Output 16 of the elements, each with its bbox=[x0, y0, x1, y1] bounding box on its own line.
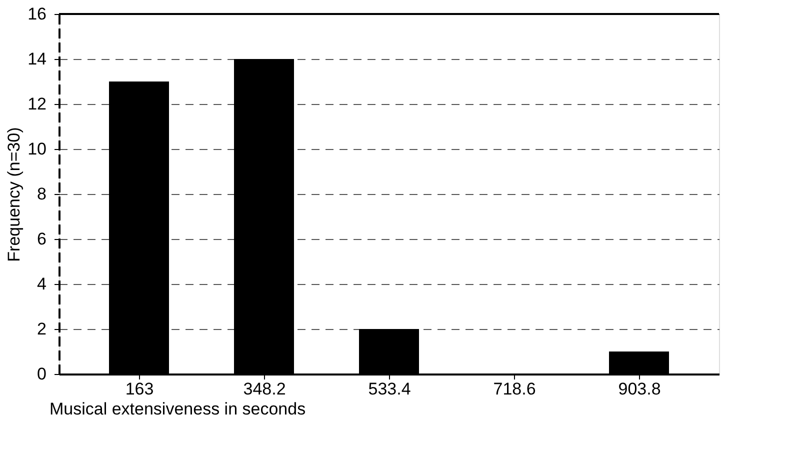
y-tick-label: 6 bbox=[37, 230, 46, 248]
x-axis-title: Musical extensiveness in seconds bbox=[50, 400, 306, 418]
y-tick-label: 2 bbox=[37, 320, 46, 338]
x-tick-label: 903.8 bbox=[618, 380, 661, 398]
x-tick-label: 533.4 bbox=[368, 380, 411, 398]
y-tick-label: 16 bbox=[28, 4, 46, 24]
y-tick-label: 4 bbox=[37, 274, 46, 294]
y-tick-label: 8 bbox=[37, 184, 46, 204]
x-tick-label: 718.6 bbox=[493, 380, 536, 398]
y-tick-label: 10 bbox=[28, 140, 46, 158]
y-tick-label: 12 bbox=[28, 94, 46, 114]
y-axis-title: Frequency (n=30) bbox=[4, 127, 24, 262]
y-tick-label: 14 bbox=[28, 50, 46, 68]
y-tick-label: 0 bbox=[37, 364, 46, 384]
x-tick-label: 348.2 bbox=[243, 380, 286, 398]
x-tick-label: 163 bbox=[125, 380, 154, 398]
